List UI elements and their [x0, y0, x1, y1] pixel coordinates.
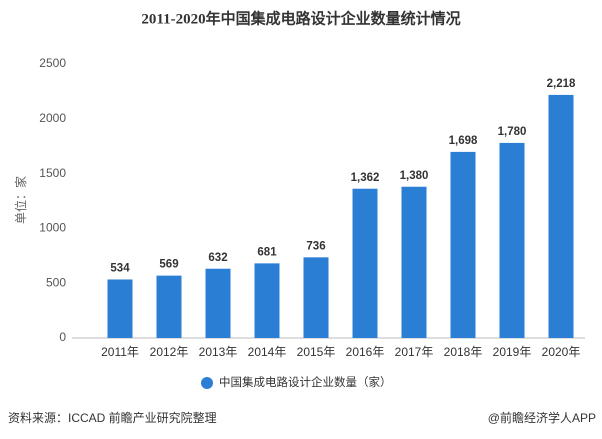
bar	[450, 151, 476, 338]
value-label: 632	[208, 252, 227, 264]
bar	[303, 257, 329, 338]
x-tick-label: 2020年	[542, 345, 581, 359]
bar	[205, 268, 231, 338]
bar	[352, 188, 378, 338]
y-tick-label: 0	[59, 330, 66, 344]
bar	[499, 142, 525, 338]
footer-credit: @前瞻经济学人APP	[488, 410, 596, 425]
x-tick-label: 2016年	[346, 345, 385, 359]
value-label: 534	[110, 263, 130, 275]
x-tick-label: 2012年	[150, 345, 189, 359]
x-tick-label: 2015年	[297, 345, 336, 359]
bar	[548, 94, 574, 339]
value-label: 1,698	[449, 135, 478, 147]
legend-label: 中国集成电路设计企业数量（家）	[219, 375, 392, 389]
footer-source: 资料来源：ICCAD 前瞻产业研究院整理	[8, 410, 217, 425]
x-tick-label: 2011年	[101, 345, 139, 359]
y-tick-label: 2500	[39, 56, 66, 70]
x-tick-label: 2018年	[444, 345, 483, 359]
value-label: 569	[159, 259, 178, 271]
x-tick-label: 2017年	[395, 345, 434, 359]
y-tick-label: 500	[46, 275, 66, 289]
value-label: 1,362	[351, 172, 380, 184]
value-label: 736	[306, 240, 325, 252]
x-tick-label: 2013年	[199, 345, 238, 359]
chart-title: 2011-2020年中国集成电路设计企业数量统计情况	[141, 9, 460, 27]
value-label: 1,380	[400, 170, 429, 182]
y-tick-label: 1000	[39, 221, 66, 235]
x-tick-label: 2014年	[248, 345, 287, 359]
value-label: 1,780	[498, 126, 527, 138]
bar	[107, 279, 133, 338]
y-axis-label: 单位：家	[13, 176, 28, 224]
x-tick-label: 2019年	[493, 345, 532, 359]
bar	[156, 275, 182, 338]
bar	[254, 263, 280, 338]
bar	[401, 186, 427, 338]
y-tick-label: 2000	[39, 111, 66, 125]
y-tick-label: 1500	[39, 166, 66, 180]
legend-marker	[201, 377, 213, 389]
value-label: 2,218	[547, 78, 576, 90]
value-label: 681	[257, 246, 277, 258]
